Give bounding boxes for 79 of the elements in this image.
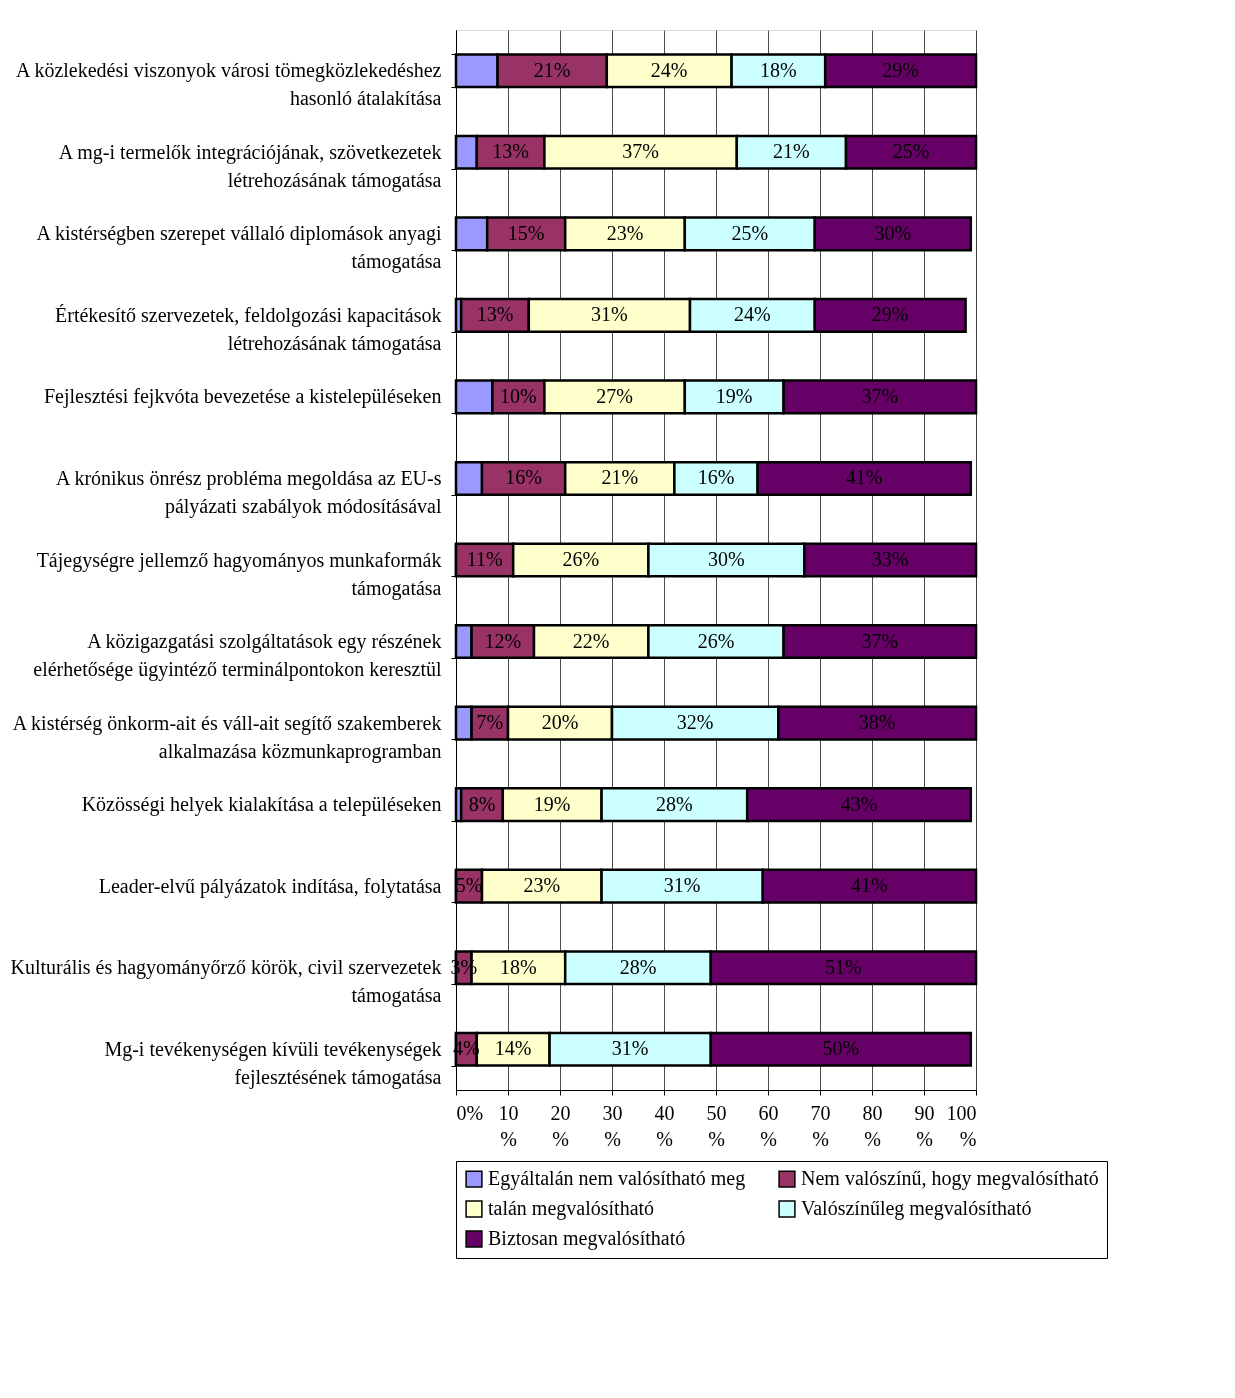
data-label: 37% bbox=[622, 140, 659, 163]
data-label: 16% bbox=[697, 466, 735, 489]
data-label: 19% bbox=[533, 792, 571, 815]
data-label: 21% bbox=[773, 140, 810, 163]
data-label: 7% bbox=[476, 711, 504, 734]
data-label: 51% bbox=[825, 955, 862, 978]
y-tick-label: A krónikus önrész probléma megoldása az EU-s pályázati szabályok módosításával bbox=[56, 466, 442, 518]
data-label: 33% bbox=[871, 548, 909, 570]
data-label: 19% bbox=[715, 384, 753, 407]
data-label: 37% bbox=[861, 629, 899, 652]
legend-label: Nem valószínű, hogy megvalósítható bbox=[801, 1167, 1099, 1191]
data-label: 31% bbox=[611, 1037, 649, 1060]
data-label: 32% bbox=[676, 711, 714, 734]
data-label: 24% bbox=[734, 303, 771, 326]
data-label: 26% bbox=[697, 629, 735, 652]
x-tick-label: 90 % bbox=[914, 1101, 935, 1150]
data-label: 15% bbox=[507, 221, 545, 244]
y-tick-label: A közigazgatási szolgáltatások egy részének elérhetősége ügyintéző terminálpontokon keresztül bbox=[33, 630, 442, 682]
data-label: 23% bbox=[606, 221, 644, 244]
data-label: 29% bbox=[882, 58, 919, 81]
data-label: 43% bbox=[840, 792, 878, 815]
y-tick-label: Kulturális és hagyományőrző körök, civil szervezetek támogatása bbox=[10, 956, 442, 1008]
y-tick-label: A közlekedési viszonyok városi tömegközlekedéshez hasonló átalakítása bbox=[16, 59, 442, 110]
y-tick-label: Mg-i tevékenységen kívüli tevékenységek fejlesztésének támogatása bbox=[104, 1037, 442, 1089]
x-tick-label: 80 % bbox=[862, 1101, 883, 1150]
data-label: 21% bbox=[533, 58, 571, 81]
data-label: 8% bbox=[468, 792, 496, 815]
data-label: 22% bbox=[572, 629, 610, 652]
x-tick-label: 40 % bbox=[654, 1101, 675, 1150]
data-label: 41% bbox=[845, 466, 883, 489]
x-tick-label: 100 % bbox=[946, 1101, 977, 1150]
y-tick-label: Leader-elvű pályázatok indítása, folytatása bbox=[98, 874, 442, 898]
data-label: 30% bbox=[874, 221, 912, 244]
data-label: 25% bbox=[892, 140, 930, 163]
y-tick-label: Fejlesztési fejkvóta bevezetése a kistelepüléseken bbox=[43, 385, 442, 409]
data-label: 37% bbox=[861, 384, 899, 407]
data-label: 18% bbox=[500, 955, 537, 978]
data-label: 30% bbox=[708, 548, 745, 570]
data-label: 31% bbox=[591, 303, 628, 326]
data-label: 23% bbox=[523, 874, 561, 897]
x-tick-label: 0% bbox=[456, 1101, 484, 1124]
data-label: 31% bbox=[663, 874, 701, 897]
data-label: 29% bbox=[871, 303, 909, 326]
data-label: 50% bbox=[822, 1037, 860, 1060]
x-tick-label: 10 % bbox=[498, 1101, 519, 1150]
data-label: 11% bbox=[466, 548, 503, 570]
y-tick-label: A kistérség önkorm-ait és váll-ait segítő szakemberek alkalmazása közmunkaprogramban bbox=[12, 711, 442, 763]
data-label: 14% bbox=[494, 1037, 532, 1060]
x-tick-label: 50 % bbox=[706, 1101, 727, 1150]
data-label: 10% bbox=[500, 384, 537, 407]
data-label: 12% bbox=[484, 629, 522, 652]
legend-label: Valószínűleg megvalósítható bbox=[801, 1197, 1032, 1220]
data-label: 28% bbox=[656, 792, 693, 815]
data-label: 24% bbox=[650, 58, 688, 81]
data-label: 41% bbox=[851, 874, 888, 897]
y-tick-label: Közösségi helyek kialakítása a településeken bbox=[81, 793, 442, 817]
x-tick-label: 60 % bbox=[758, 1101, 779, 1150]
data-label: 13% bbox=[476, 303, 514, 326]
data-label: 20% bbox=[541, 711, 579, 734]
data-label: 18% bbox=[760, 58, 797, 81]
x-tick-label: 30 % bbox=[602, 1101, 623, 1150]
data-label: 28% bbox=[619, 955, 657, 978]
data-label: 38% bbox=[858, 711, 896, 734]
x-tick-label: 70 % bbox=[810, 1101, 831, 1150]
data-label: 27% bbox=[596, 384, 633, 407]
legend-label: Egyáltalán nem valósítható meg bbox=[488, 1167, 746, 1191]
legend-label: Biztosan megvalósítható bbox=[488, 1227, 686, 1250]
data-label: 5% bbox=[455, 874, 483, 897]
legend-label: talán megvalósítható bbox=[488, 1197, 655, 1220]
y-tick-label: Értékesítő szervezetek, feldolgozási kapacitások létrehozásának támogatása bbox=[55, 303, 442, 355]
data-label: 25% bbox=[731, 221, 769, 244]
y-tick-label: A kistérségben szerepet vállaló diplomások anyagi támogatása bbox=[36, 222, 442, 274]
y-tick-label: A mg-i termelők integrációjának, szövetkezetek létrehozásának támogatása bbox=[58, 140, 442, 192]
x-tick-label: 20 % bbox=[550, 1101, 571, 1150]
data-label: 21% bbox=[601, 466, 639, 489]
y-tick-label: Tájegységre jellemző hagyományos munkaformák támogatása bbox=[36, 548, 442, 600]
data-label: 16% bbox=[505, 466, 542, 489]
data-label: 13% bbox=[492, 140, 529, 163]
data-label: 26% bbox=[562, 548, 600, 570]
